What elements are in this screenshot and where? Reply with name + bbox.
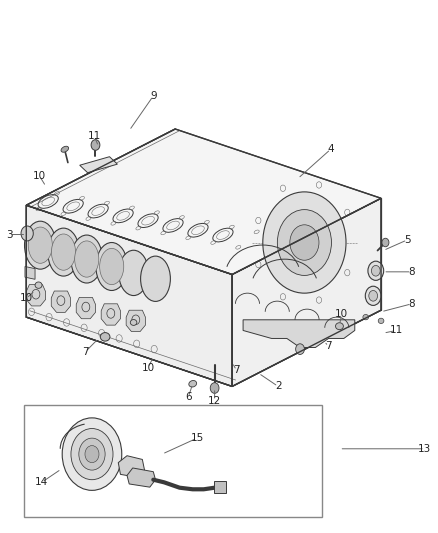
Text: 11: 11 (390, 326, 403, 335)
Polygon shape (126, 310, 145, 332)
Bar (214, 481, 226, 493)
Circle shape (210, 383, 219, 393)
Ellipse shape (141, 256, 170, 302)
Circle shape (263, 192, 346, 293)
Text: 10: 10 (33, 171, 46, 181)
Circle shape (79, 438, 105, 470)
Text: 5: 5 (404, 235, 411, 245)
Ellipse shape (99, 248, 124, 285)
Ellipse shape (25, 221, 56, 269)
Ellipse shape (189, 381, 197, 387)
Text: 6: 6 (185, 392, 192, 402)
Ellipse shape (71, 235, 102, 283)
Polygon shape (127, 468, 155, 487)
Polygon shape (51, 291, 71, 312)
Polygon shape (80, 157, 117, 173)
Ellipse shape (100, 333, 110, 341)
Ellipse shape (74, 241, 99, 277)
Polygon shape (76, 297, 95, 319)
Circle shape (382, 238, 389, 247)
Circle shape (277, 209, 332, 276)
Circle shape (365, 286, 381, 305)
Ellipse shape (51, 234, 75, 270)
Text: 14: 14 (35, 478, 48, 487)
Circle shape (369, 290, 378, 301)
Bar (24, 405, 322, 517)
Circle shape (91, 140, 100, 150)
Text: 9: 9 (150, 91, 157, 101)
Text: 8: 8 (408, 299, 415, 309)
Ellipse shape (378, 318, 384, 324)
Circle shape (296, 344, 304, 354)
Text: 12: 12 (208, 396, 221, 406)
Ellipse shape (336, 323, 343, 329)
Polygon shape (101, 304, 120, 325)
Circle shape (85, 446, 99, 463)
Ellipse shape (363, 314, 368, 320)
Circle shape (290, 225, 319, 260)
Text: 2: 2 (275, 382, 282, 391)
Text: 11: 11 (88, 131, 101, 141)
Text: 15: 15 (191, 433, 204, 443)
Circle shape (371, 265, 380, 276)
Text: 3: 3 (6, 230, 13, 239)
Text: 13: 13 (418, 444, 431, 454)
Polygon shape (26, 205, 232, 386)
Polygon shape (118, 456, 145, 477)
Circle shape (62, 418, 122, 490)
Polygon shape (26, 285, 46, 306)
Ellipse shape (35, 282, 42, 288)
Text: 7: 7 (82, 347, 89, 357)
Ellipse shape (119, 251, 148, 295)
Circle shape (71, 429, 113, 480)
Ellipse shape (28, 227, 53, 263)
Text: 7: 7 (325, 342, 332, 351)
Text: 7: 7 (233, 366, 240, 375)
Text: 10: 10 (20, 294, 33, 303)
Polygon shape (243, 320, 355, 348)
Circle shape (368, 261, 384, 280)
Circle shape (21, 226, 33, 241)
Polygon shape (25, 266, 35, 279)
Text: 10: 10 (335, 310, 348, 319)
Text: 8: 8 (408, 267, 415, 277)
Ellipse shape (96, 243, 127, 290)
Ellipse shape (48, 228, 79, 276)
Ellipse shape (61, 146, 69, 152)
Ellipse shape (131, 320, 137, 325)
Text: 10: 10 (141, 363, 155, 373)
Polygon shape (26, 129, 381, 274)
Text: 4: 4 (327, 144, 334, 154)
Polygon shape (232, 198, 381, 386)
